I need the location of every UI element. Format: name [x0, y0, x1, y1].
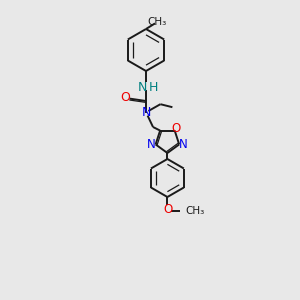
Text: CH₃: CH₃ [185, 206, 205, 216]
Text: N: N [147, 138, 156, 151]
Text: O: O [172, 122, 181, 135]
Text: O: O [164, 203, 173, 216]
Text: H: H [148, 81, 158, 94]
Text: O: O [120, 91, 130, 104]
Text: N: N [141, 106, 151, 119]
Text: CH₃: CH₃ [147, 17, 167, 27]
Text: N: N [138, 81, 147, 94]
Text: N: N [179, 138, 188, 151]
